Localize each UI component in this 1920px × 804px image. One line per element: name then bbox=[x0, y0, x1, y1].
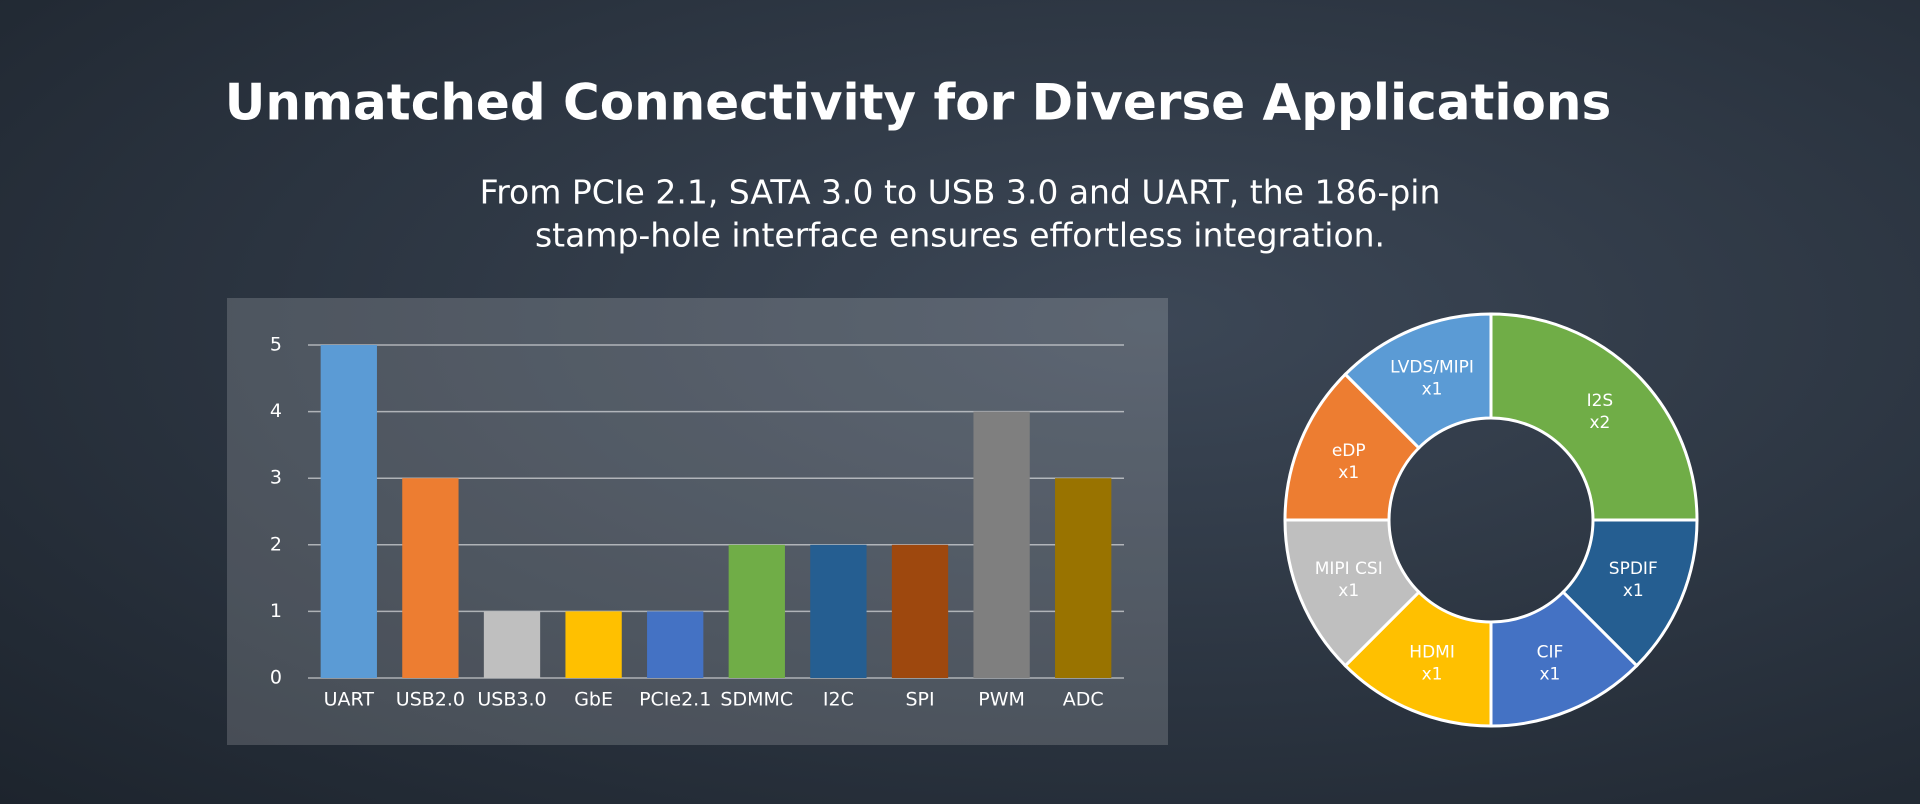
bar bbox=[810, 544, 867, 678]
bar bbox=[320, 345, 377, 678]
slice-value-label: x1 bbox=[1338, 581, 1359, 601]
y-tick-label: 5 bbox=[270, 334, 282, 356]
slice-name: CIF bbox=[1537, 642, 1564, 662]
slice-value-label: x2 bbox=[1589, 413, 1610, 433]
slice-value-label: x1 bbox=[1338, 463, 1359, 483]
x-tick-label: UART bbox=[324, 689, 375, 711]
x-tick-label: GbE bbox=[574, 689, 613, 711]
y-tick-label: 0 bbox=[270, 667, 282, 689]
slice-value-label: x1 bbox=[1422, 380, 1443, 400]
slice-value-label: x1 bbox=[1539, 664, 1560, 684]
x-tick-label: PCIe2.1 bbox=[639, 689, 711, 711]
x-tick-label: PWM bbox=[978, 689, 1025, 711]
donut-slice bbox=[1489, 312, 1699, 522]
slice-label: LVDS/MIPI x1 bbox=[1390, 358, 1474, 400]
bar bbox=[565, 611, 622, 678]
x-tick-label: ADC bbox=[1063, 689, 1104, 711]
slice-label: eDP x1 bbox=[1332, 441, 1366, 483]
slice-label: SPDIF x1 bbox=[1609, 559, 1658, 601]
slice-name: SPDIF bbox=[1609, 559, 1658, 579]
y-tick-label: 1 bbox=[270, 600, 282, 622]
y-tick-label: 4 bbox=[270, 400, 282, 422]
bar bbox=[1055, 478, 1112, 678]
slice-label: MIPI CSI x1 bbox=[1315, 559, 1383, 601]
x-tick-label: USB3.0 bbox=[477, 689, 546, 711]
x-tick-label: I2C bbox=[823, 689, 854, 711]
bar bbox=[483, 611, 541, 678]
y-tick-label: 3 bbox=[270, 467, 282, 489]
x-tick-label: SPI bbox=[905, 689, 934, 711]
slice-value-label: x1 bbox=[1422, 664, 1443, 684]
bar bbox=[973, 411, 1030, 678]
x-tick-label: USB2.0 bbox=[396, 689, 465, 711]
x-tick-label: SDMMC bbox=[720, 689, 793, 711]
bar bbox=[728, 544, 785, 678]
bar bbox=[402, 478, 459, 678]
slice-name: I2S bbox=[1587, 391, 1614, 411]
subtitle: From PCIe 2.1, SATA 3.0 to USB 3.0 and U… bbox=[480, 173, 1441, 212]
slice-name: eDP bbox=[1332, 441, 1366, 461]
title: Unmatched Connectivity for Diverse Appli… bbox=[225, 74, 1611, 132]
subtitle: stamp-hole interface ensures effortless … bbox=[535, 216, 1385, 255]
bar bbox=[891, 544, 949, 678]
y-tick-label: 2 bbox=[270, 533, 282, 555]
slice-name: HDMI bbox=[1409, 642, 1455, 662]
slice-label: HDMI x1 bbox=[1409, 642, 1455, 684]
slice-value-label: x1 bbox=[1623, 581, 1644, 601]
bar bbox=[647, 611, 704, 678]
slice-name: MIPI CSI bbox=[1315, 559, 1383, 579]
slice-label: I2S x2 bbox=[1587, 391, 1614, 433]
slice-name: LVDS/MIPI bbox=[1390, 358, 1474, 378]
slice-label: CIF x1 bbox=[1537, 642, 1564, 684]
donut-slice bbox=[1343, 312, 1493, 450]
